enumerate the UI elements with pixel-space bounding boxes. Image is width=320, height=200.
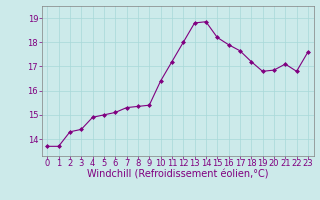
X-axis label: Windchill (Refroidissement éolien,°C): Windchill (Refroidissement éolien,°C) [87,170,268,180]
